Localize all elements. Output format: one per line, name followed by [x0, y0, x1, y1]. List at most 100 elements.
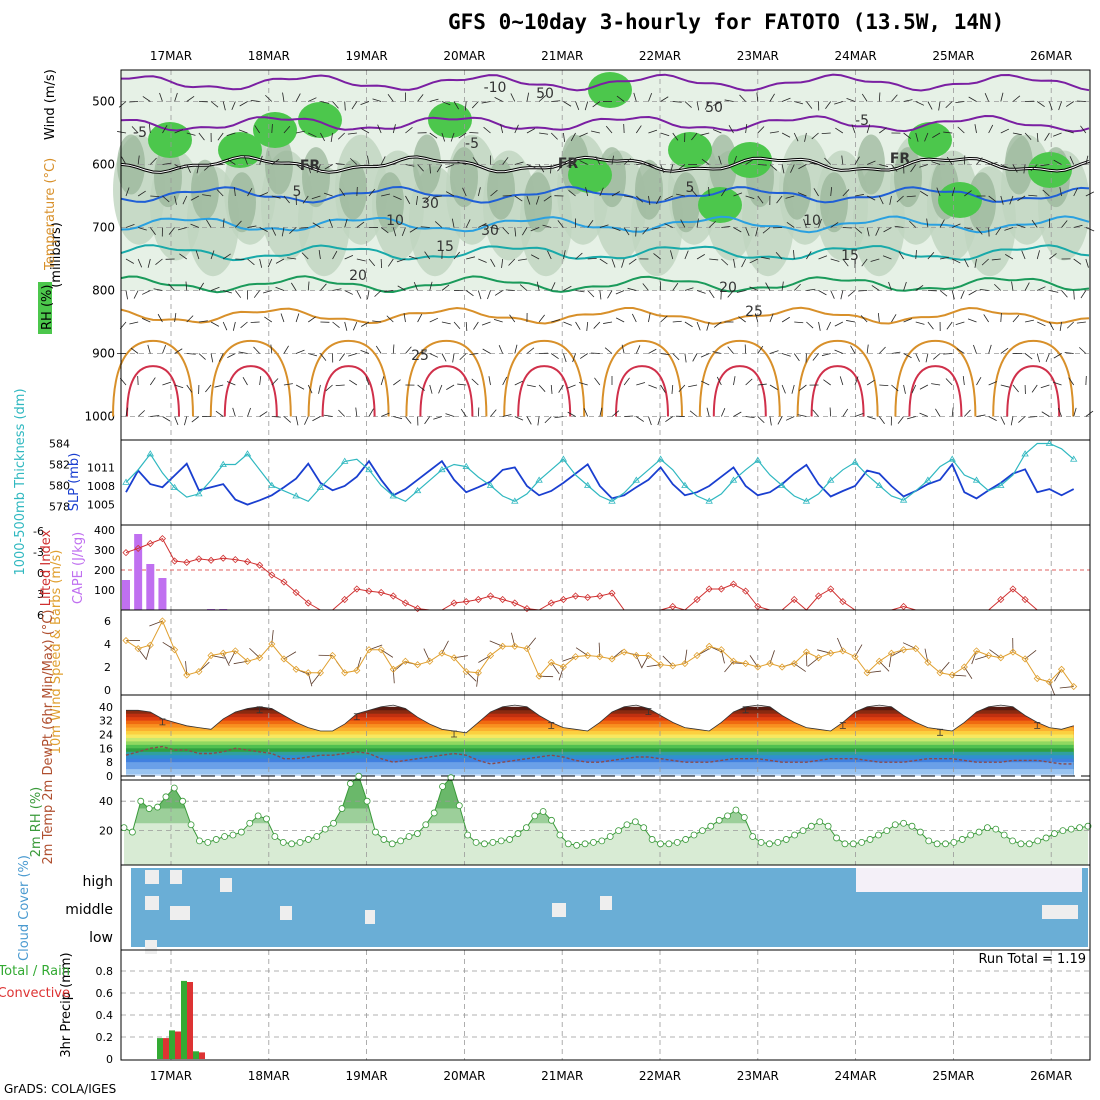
- wind-barb: [281, 227, 285, 237]
- wind-barb: [851, 124, 856, 134]
- wind-barb: [1044, 132, 1050, 141]
- wind-point: [146, 641, 154, 649]
- wind-barb: [267, 258, 273, 268]
- wind-point: [207, 651, 215, 660]
- wind-barb: [536, 281, 540, 291]
- wind-barb: [738, 316, 746, 323]
- wind-point: [620, 648, 628, 656]
- wind-barb: [943, 131, 953, 134]
- temp-bands: [126, 706, 1074, 776]
- cloud-gap: [145, 896, 159, 910]
- rh-point: [623, 821, 631, 829]
- cloud-gap: [170, 870, 182, 884]
- wind-barb: [259, 411, 268, 417]
- thickness-point: [705, 497, 713, 504]
- wind-barb: [429, 132, 438, 139]
- wind-barb: [684, 353, 687, 363]
- wind-barb: [866, 379, 875, 386]
- rh-legend-swatch: [38, 282, 52, 334]
- wind-barb: [380, 376, 385, 386]
- wind-barb: [1041, 411, 1050, 417]
- wind-barb: [566, 164, 576, 167]
- wind-barb: [538, 95, 547, 102]
- wind-barb: [380, 156, 386, 165]
- wind-barb: [182, 195, 188, 205]
- wind-barb: [633, 92, 637, 102]
- wind-barb: [1057, 407, 1062, 417]
- cape-bar: [122, 580, 130, 610]
- wind-barb: [664, 223, 673, 228]
- wind-barb: [700, 353, 710, 358]
- wind-barb: [988, 124, 994, 134]
- wind-barb: [919, 384, 929, 390]
- wind-barb: [521, 227, 528, 236]
- wind-barb: [692, 353, 698, 362]
- date-label-bottom: 18MAR: [248, 1069, 290, 1083]
- wind-barb: [137, 155, 140, 165]
- wind-barb: [215, 410, 224, 417]
- wind-barb: [162, 344, 167, 354]
- wind-barb: [483, 126, 491, 134]
- wind-barb: [563, 353, 567, 363]
- wind-barb: [1024, 282, 1030, 291]
- ylabel-lifted: Lifted Index: [39, 529, 54, 606]
- wind-barb: [259, 258, 263, 268]
- wind-barb: [745, 378, 753, 386]
- wind-barb: [438, 384, 443, 394]
- ylabel-10m-wind: 10m Wind Speed & Barbs (m/s): [49, 550, 64, 755]
- lifted-point: [219, 554, 227, 562]
- rh-point: [640, 824, 648, 832]
- wind-barb: [198, 353, 206, 360]
- wind-barb: [951, 290, 955, 300]
- wind-barb: [538, 314, 545, 323]
- wind-barb: [861, 258, 868, 267]
- wind-barb: [804, 132, 807, 142]
- wind-barb: [671, 384, 674, 395]
- wind-barb: [757, 126, 765, 134]
- wind-barb: [915, 101, 925, 106]
- thickness-point: [997, 481, 1005, 488]
- rh-point: [824, 822, 832, 830]
- rh-point: [472, 838, 480, 846]
- wind-barb: [712, 129, 722, 134]
- lifted-point: [523, 605, 531, 613]
- wind-point: [499, 642, 507, 650]
- wind-barb: [607, 290, 613, 299]
- wind-barb: [537, 416, 540, 426]
- wind-barb: [312, 416, 321, 422]
- wind-barb: [1000, 384, 1010, 388]
- wind-barb: [878, 92, 881, 102]
- wind-barb: [526, 195, 531, 205]
- wind-barb: [490, 409, 497, 417]
- wind-barb: [567, 384, 576, 389]
- rh-point: [740, 813, 748, 821]
- wind-barb: [593, 321, 601, 329]
- lifted-point: [365, 587, 373, 595]
- cloud-gap: [170, 906, 190, 920]
- wind-barb: [931, 383, 941, 386]
- lifted-point: [462, 598, 470, 606]
- rh-point: [866, 836, 874, 843]
- wind-barb: [185, 281, 188, 291]
- rh-point: [229, 831, 237, 839]
- wind-barb: [417, 384, 425, 391]
- wind-point: [681, 659, 689, 668]
- wind-barb: [129, 321, 139, 325]
- wind-barb: [599, 187, 604, 197]
- wind-barb: [1042, 189, 1050, 197]
- wind-barb: [672, 320, 682, 323]
- thickness-point: [608, 497, 616, 504]
- date-label-bottom: 17MAR: [150, 1069, 192, 1083]
- thickness-point: [656, 455, 665, 462]
- wind-point: [341, 669, 349, 677]
- wind-barb: [130, 347, 139, 354]
- wind-point: [584, 651, 592, 660]
- wind-barb: [830, 222, 839, 228]
- wind-barb: [372, 98, 382, 102]
- wind-barb: [280, 313, 285, 323]
- rh-point: [598, 837, 606, 845]
- wind-barb: [250, 100, 260, 102]
- wind-barb: [459, 353, 467, 361]
- wind-barb: [563, 132, 566, 142]
- wind-barb: [335, 384, 345, 387]
